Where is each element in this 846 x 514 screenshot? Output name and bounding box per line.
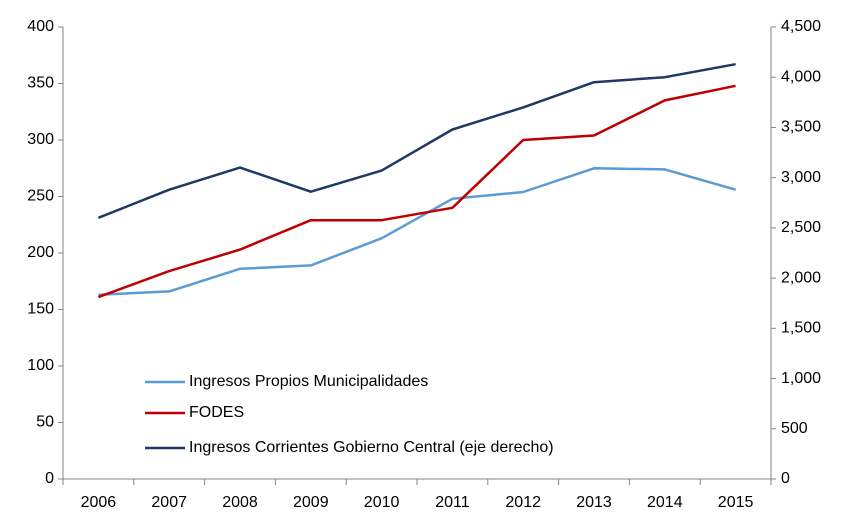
y-tick-label: 0	[45, 470, 54, 487]
series-line	[97, 62, 736, 219]
y2-tick-label: 3,000	[781, 169, 821, 186]
x-tick-label: 2010	[364, 494, 400, 511]
series-line	[98, 167, 736, 297]
y2-tick-label: 500	[781, 420, 808, 437]
y-tick-label: 150	[27, 301, 54, 318]
y-tick-label: 400	[27, 18, 54, 35]
y2-tick-label: 4,500	[781, 18, 821, 35]
legend-label: FODES	[189, 404, 244, 421]
y-tick-label: 300	[27, 131, 54, 148]
x-tick-label: 2011	[435, 494, 470, 511]
y2-tick-label: 4,000	[781, 68, 821, 85]
x-tick-label: 2015	[718, 494, 754, 511]
x-tick-label: 2014	[647, 494, 683, 511]
y2-tick-label: 2,000	[781, 269, 821, 286]
y2-tick-label: 1,000	[781, 370, 821, 387]
y-tick-label: 350	[27, 75, 54, 92]
x-tick-label: 2013	[576, 494, 612, 511]
y2-tick-label: 2,500	[781, 219, 821, 236]
y2-tick-label: 3,500	[781, 119, 821, 136]
x-tick-label: 2007	[151, 494, 187, 511]
y2-tick-label: 1,500	[781, 320, 821, 337]
x-tick-label: 2012	[505, 494, 541, 511]
legend-label: Ingresos Propios Municipalidades	[189, 373, 428, 390]
x-tick-label: 2006	[81, 494, 117, 511]
y-tick-label: 200	[27, 244, 54, 261]
y2-tick-label: 0	[781, 470, 790, 487]
x-tick-label: 2008	[222, 494, 258, 511]
y-tick-label: 250	[27, 188, 54, 205]
legend-label: Ingresos Corrientes Gobierno Central (ej…	[189, 439, 554, 456]
y-tick-label: 100	[27, 357, 54, 374]
x-tick-label: 2009	[293, 494, 329, 511]
y-tick-label: 50	[36, 414, 54, 431]
series-line	[97, 84, 736, 299]
